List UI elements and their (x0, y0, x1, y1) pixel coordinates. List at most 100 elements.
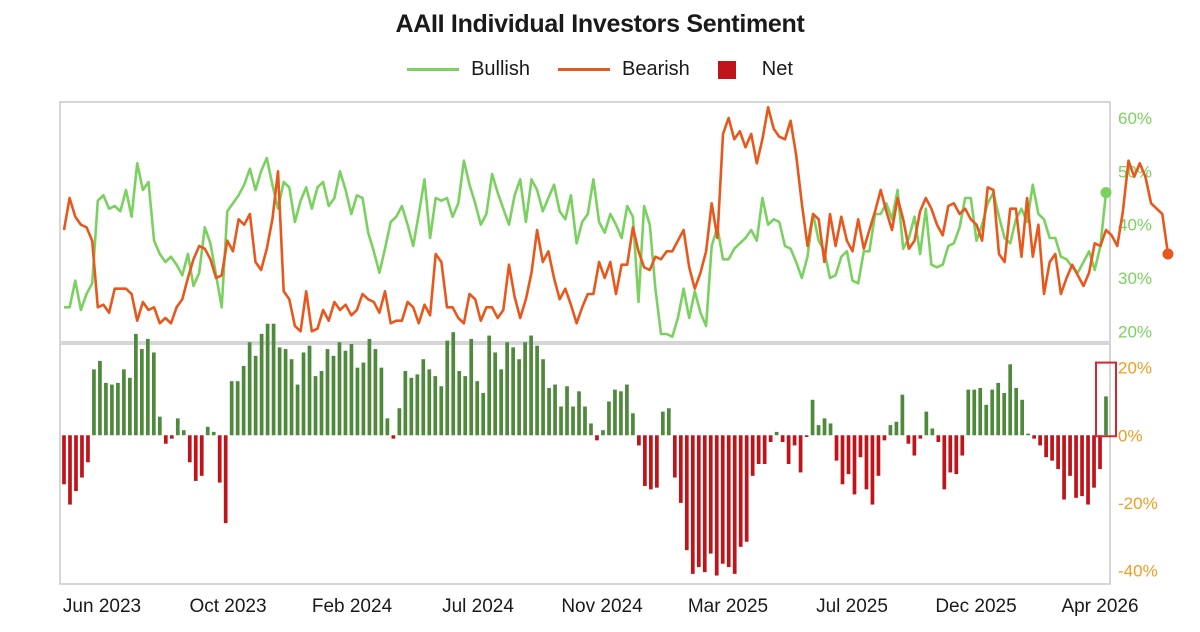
net-bar (110, 384, 114, 436)
net-bar (241, 365, 246, 436)
x-tick-label: Jul 2025 (816, 596, 888, 617)
net-bar (217, 435, 222, 483)
legend-item-net[interactable]: Net (717, 58, 793, 81)
legend-item-bearish[interactable]: Bearish (557, 58, 690, 81)
net-bar (565, 386, 569, 436)
net-bar (978, 387, 983, 436)
net-bar (128, 377, 132, 436)
legend-swatch-bullish (407, 68, 460, 71)
top-panel-frame (59, 101, 1111, 343)
net-bar (355, 367, 360, 436)
net-bar-panel: 20% 0% -20% -40% (59, 323, 1158, 585)
net-bar (271, 323, 276, 436)
net-bar (798, 435, 803, 473)
net-bar (583, 406, 587, 436)
net-bar (834, 435, 839, 461)
net-bar (738, 435, 743, 547)
x-tick-label: Oct 2023 (189, 596, 266, 617)
net-bar (325, 349, 330, 436)
net-bar (223, 435, 228, 524)
net-bar (864, 435, 869, 490)
net-bar (289, 359, 294, 436)
net-bar (307, 345, 312, 436)
net-bar (517, 359, 521, 436)
net-bar (714, 435, 719, 576)
net-bar (589, 423, 593, 436)
net-bar (541, 359, 545, 436)
net-bar (1062, 435, 1066, 500)
net-bar (768, 435, 773, 443)
net-bar (966, 389, 971, 436)
net-bar (1014, 387, 1019, 436)
net-bar (145, 338, 150, 436)
net-bar (247, 342, 252, 436)
net-bar (1050, 435, 1054, 461)
net-bar (122, 369, 126, 436)
net-bar (157, 416, 162, 436)
top-y-tick-label: 60% (1118, 109, 1152, 128)
net-bar (708, 435, 713, 554)
net-bar (996, 382, 1001, 436)
net-bar (601, 430, 605, 436)
net-bar (331, 355, 336, 436)
latest-bar-highlight (1095, 361, 1117, 438)
net-bar (553, 384, 557, 436)
series-endpoint-bullish (1100, 187, 1112, 199)
net-bar (86, 435, 90, 463)
x-tick-label: Mar 2025 (688, 596, 768, 617)
net-bar (1074, 435, 1078, 498)
net-bar (607, 401, 611, 436)
net-bar (637, 435, 641, 446)
net-bar (487, 335, 492, 436)
net-bar (475, 381, 480, 436)
net-bar (181, 430, 186, 436)
top-y-tick-label: 40% (1118, 216, 1152, 235)
net-bar (948, 435, 953, 473)
net-bar (211, 431, 216, 436)
net-bar (900, 394, 905, 436)
net-bar (918, 435, 923, 439)
net-bar (1104, 396, 1108, 436)
net-bar (235, 381, 240, 436)
net-bar (678, 435, 683, 503)
x-tick-label: Jul 2024 (442, 596, 514, 617)
net-bar (660, 411, 665, 436)
net-bar (666, 408, 671, 436)
net-bar (313, 376, 318, 436)
net-bar (894, 421, 899, 436)
net-bar (1002, 393, 1007, 436)
x-tick-label: Jun 2023 (63, 596, 141, 617)
net-bar (750, 435, 755, 476)
net-bar (696, 435, 701, 568)
net-bar (481, 393, 486, 436)
net-bar (786, 435, 791, 464)
net-bar (1092, 435, 1096, 488)
net-bar (726, 435, 731, 568)
net-bar (804, 435, 809, 437)
net-bar (301, 352, 306, 436)
net-bar (613, 389, 617, 436)
net-bar (68, 435, 72, 505)
net-bar (840, 435, 845, 485)
net-bar (684, 435, 689, 551)
net-bar (1044, 435, 1048, 458)
net-bar (116, 382, 120, 436)
net-bar (439, 386, 444, 436)
net-bar (169, 435, 174, 439)
net-bar (595, 435, 599, 441)
net-bar (511, 347, 515, 436)
net-bar (720, 435, 725, 564)
net-bar (379, 367, 384, 436)
net-bar (906, 435, 911, 444)
net-bar (1086, 435, 1090, 505)
net-bar (631, 413, 635, 436)
net-bar (445, 340, 450, 436)
net-bar (259, 333, 264, 436)
legend-item-bullish[interactable]: Bullish (407, 58, 530, 81)
net-bar (816, 425, 821, 436)
net-bar (852, 435, 857, 495)
net-bar (229, 381, 234, 436)
net-bar (337, 342, 342, 436)
net-bar (391, 435, 396, 439)
